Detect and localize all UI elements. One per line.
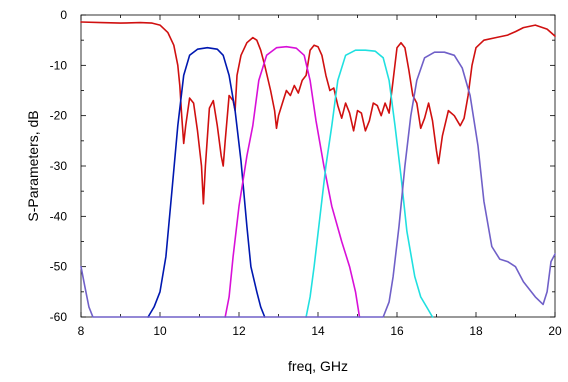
y-tick-label: -40 — [50, 209, 68, 223]
series-line-2 — [147, 46, 266, 318]
x-tick-label: 10 — [153, 324, 167, 338]
x-tick-labels: 8 10 12 14 16 18 20 — [78, 324, 562, 338]
x-tick-label: 16 — [390, 324, 404, 338]
y-tick-label: 0 — [60, 8, 67, 22]
y-tick-label: -60 — [50, 310, 68, 324]
tick-layer — [80, 14, 556, 318]
y-axis-label: S-Parameters, dB — [25, 110, 41, 221]
y-tick-labels: 0 -10 -20 -30 -40 -50 -60 — [50, 8, 68, 324]
series-line-3 — [224, 45, 361, 318]
series-line-5 — [80, 51, 556, 318]
series-line-1 — [80, 21, 556, 205]
plot-frame — [80, 14, 556, 318]
x-tick-label: 14 — [311, 324, 325, 338]
x-tick-label: 18 — [469, 324, 483, 338]
series-layer — [80, 21, 556, 318]
y-tick-label: -10 — [50, 58, 68, 72]
x-tick-label: 8 — [78, 324, 85, 338]
series-line-4 — [305, 49, 434, 318]
y-tick-label: -50 — [50, 260, 68, 274]
y-tick-label: -30 — [50, 159, 68, 173]
x-tick-label: 12 — [232, 324, 246, 338]
x-tick-label: 20 — [548, 324, 562, 338]
y-tick-label: -20 — [50, 109, 68, 123]
x-axis-label: freq, GHz — [288, 358, 348, 374]
